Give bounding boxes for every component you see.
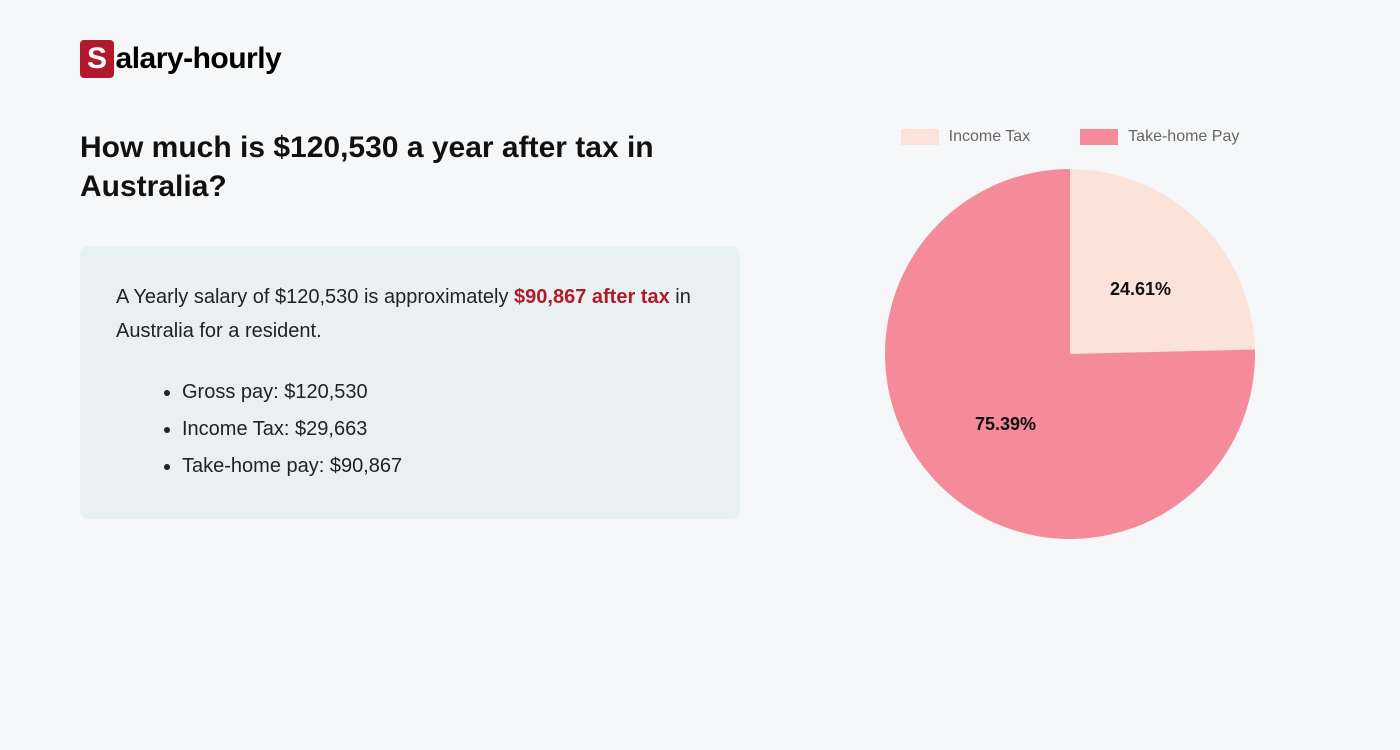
logo: Salary-hourly [80,40,1320,78]
summary-text: A Yearly salary of $120,530 is approxima… [116,280,704,348]
legend-item-takehome: Take-home Pay [1080,128,1239,146]
bullet-takehome: Take-home pay: $90,867 [182,448,704,485]
summary-card: A Yearly salary of $120,530 is approxima… [80,246,740,519]
summary-bullets: Gross pay: $120,530 Income Tax: $29,663 … [116,374,704,485]
pie-label-takehome: 75.39% [975,414,1036,435]
main-container: How much is $120,530 a year after tax in… [80,128,1320,544]
logo-badge: S [80,40,114,78]
page-title: How much is $120,530 a year after tax in… [80,128,740,206]
pie-label-income-tax: 24.61% [1110,279,1171,300]
bullet-gross: Gross pay: $120,530 [182,374,704,411]
logo-text: alary-hourly [116,42,282,76]
pie-chart: 24.61% 75.39% [880,164,1260,544]
bullet-tax: Income Tax: $29,663 [182,411,704,448]
legend-label-0: Income Tax [949,128,1031,146]
chart-legend: Income Tax Take-home Pay [901,128,1240,146]
legend-label-1: Take-home Pay [1128,128,1239,146]
right-column: Income Tax Take-home Pay 24.61% 75.39% [820,128,1320,544]
summary-before: A Yearly salary of $120,530 is approxima… [116,286,514,308]
legend-item-income-tax: Income Tax [901,128,1031,146]
left-column: How much is $120,530 a year after tax in… [80,128,740,544]
pie-svg [880,164,1260,544]
legend-swatch-1 [1080,129,1118,145]
summary-highlight: $90,867 after tax [514,286,670,308]
legend-swatch-0 [901,129,939,145]
